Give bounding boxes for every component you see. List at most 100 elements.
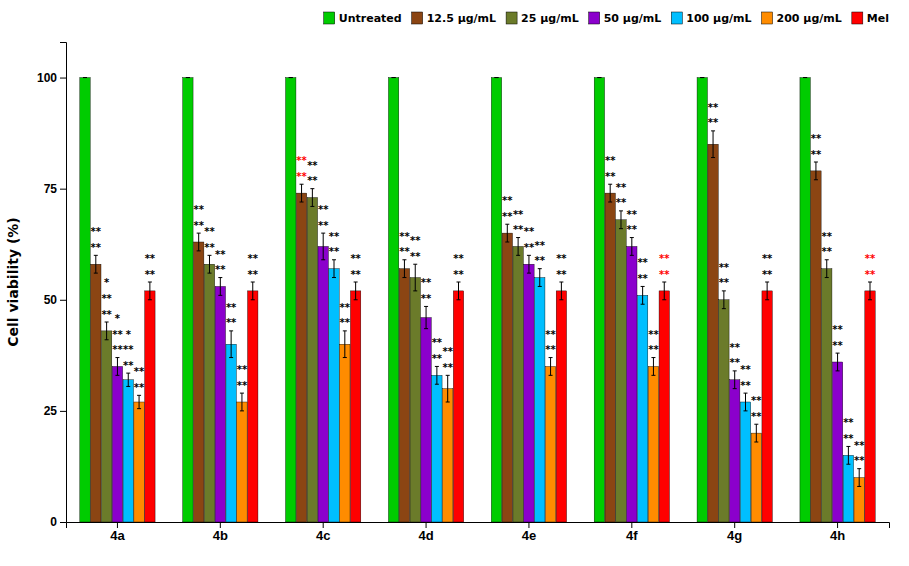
error-bar-line — [95, 255, 96, 273]
significance-marker: ** — [524, 226, 535, 237]
x-tick-label: 4b — [213, 528, 228, 543]
significance-marker: ** — [91, 242, 102, 253]
error-bar — [825, 260, 829, 278]
legend-swatch — [589, 12, 600, 24]
y-tick-mark — [60, 522, 66, 523]
bar — [545, 366, 555, 522]
error-bar-cap — [435, 384, 439, 385]
error-bar-cap — [83, 77, 87, 78]
error-bar-cap — [413, 290, 417, 291]
significance-marker: ** — [502, 211, 513, 222]
bar — [616, 220, 626, 522]
error-bar-line — [241, 393, 242, 411]
legend-label: 12.5 μg/mL — [427, 12, 496, 25]
y-axis-line — [60, 43, 67, 523]
error-bar-cap — [343, 357, 347, 358]
y-tick-label: 100 — [37, 71, 57, 85]
error-bar-line — [870, 282, 871, 300]
x-tick-mark — [220, 522, 221, 528]
y-tick-label: 25 — [44, 404, 58, 418]
significance-marker: ** — [708, 102, 719, 113]
error-bar-cap — [457, 282, 461, 283]
error-bar-cap — [630, 237, 634, 238]
error-bar-line — [756, 424, 757, 442]
error-bar-cap — [494, 77, 498, 78]
significance-marker: * — [104, 277, 110, 288]
bar — [708, 144, 718, 522]
significance-marker: ** — [740, 380, 751, 391]
significance-marker: ** — [123, 360, 134, 371]
series — [101, 189, 832, 522]
x-tick: 4d — [418, 522, 433, 543]
bar — [318, 246, 328, 522]
error-bar-cap — [424, 306, 428, 307]
error-bar — [392, 77, 396, 78]
significance-marker: ** — [627, 224, 638, 235]
error-bar-cap — [197, 250, 201, 251]
error-bar-cap — [619, 228, 623, 229]
error-bar — [229, 331, 233, 358]
bar — [248, 291, 258, 522]
error-bar-cap — [733, 388, 737, 389]
error-bar — [94, 255, 98, 273]
error-bar — [711, 131, 715, 158]
error-bar-line — [745, 393, 746, 411]
significance-marker: ** — [112, 344, 123, 355]
legend-label: 25 μg/mL — [521, 12, 579, 25]
significance-marker: ** — [616, 197, 627, 208]
error-bar-line — [312, 189, 313, 207]
error-bar-line — [631, 238, 632, 256]
bar — [296, 193, 306, 522]
x-tick: 4a — [110, 522, 125, 543]
error-bar — [765, 282, 769, 300]
error-bar-line — [859, 469, 860, 487]
significance-marker: ** — [421, 293, 432, 304]
bar — [811, 171, 821, 522]
error-bar — [240, 393, 244, 411]
error-bar-cap — [836, 353, 840, 354]
bar — [637, 295, 647, 522]
y-tick-label: 75 — [44, 182, 58, 196]
error-bar-cap — [505, 224, 509, 225]
x-tick-label: 4e — [522, 528, 536, 543]
significance-marker: ** — [865, 253, 876, 264]
bar — [80, 78, 90, 522]
bar — [556, 291, 566, 522]
error-bar-cap — [505, 242, 509, 243]
error-bar — [354, 282, 358, 300]
error-bar-cap — [494, 77, 498, 78]
bar — [832, 362, 842, 522]
bar — [822, 269, 832, 522]
error-bar-line — [334, 260, 335, 278]
bar — [226, 344, 236, 522]
x-tick-mark — [117, 522, 118, 528]
significance-marker: ** — [719, 262, 730, 273]
significance-marker: ** — [226, 317, 237, 328]
significance-marker: ** — [248, 269, 259, 280]
error-bar — [126, 373, 130, 386]
significance-marker: ** — [822, 246, 833, 257]
error-bar — [457, 282, 461, 300]
significance-marker: ** — [762, 269, 773, 280]
error-bar — [402, 260, 406, 278]
error-bar — [251, 282, 255, 300]
significance-marker: ** — [123, 344, 134, 355]
y-tick-label: 50 — [44, 293, 58, 307]
bar — [350, 291, 360, 522]
legend-item: 200 μg/mL — [762, 12, 842, 25]
error-bar-line — [447, 375, 448, 402]
error-bar-line — [220, 278, 221, 296]
error-bar-cap — [538, 268, 542, 269]
error-bar — [619, 211, 623, 229]
y-axis: 0255075100 — [37, 43, 67, 530]
error-bar-line — [149, 282, 150, 300]
series — [145, 282, 876, 522]
error-bar-cap — [597, 77, 601, 78]
error-bar-cap — [148, 299, 152, 300]
error-bar-line — [767, 282, 768, 300]
bar — [800, 78, 810, 522]
bar — [740, 402, 750, 522]
bar — [399, 269, 409, 522]
error-bar-cap — [343, 330, 347, 331]
error-bar-cap — [619, 210, 623, 211]
